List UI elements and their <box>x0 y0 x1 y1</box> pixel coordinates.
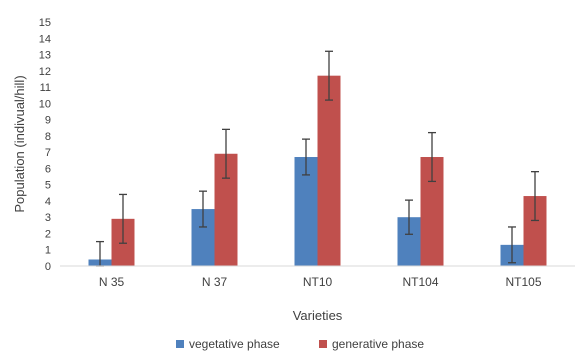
x-axis-title: Varieties <box>293 308 343 323</box>
y-tick-label: 2 <box>45 228 51 240</box>
y-tick-label: 12 <box>39 66 51 78</box>
x-tick-label: NT104 <box>402 275 438 289</box>
y-tick-label: 15 <box>39 17 51 29</box>
x-tick-label: N 35 <box>99 275 125 289</box>
bar <box>214 153 238 266</box>
y-tick-label: 1 <box>45 245 51 257</box>
y-tick-label: 5 <box>45 180 51 192</box>
x-axis-ticks: N 35 N 37 NT10 NT104 NT105 <box>99 275 542 289</box>
y-tick-label: 4 <box>45 196 51 208</box>
y-tick-label: 9 <box>45 115 51 127</box>
legend-label: vegetative phase <box>189 337 280 351</box>
legend: vegetative phase generative phase <box>176 337 424 351</box>
y-tick-label: 10 <box>39 98 51 110</box>
y-tick-label: 6 <box>45 163 51 175</box>
bars <box>88 75 547 267</box>
error-bars <box>96 50 539 267</box>
y-tick-label: 0 <box>45 261 51 273</box>
x-tick-label: NT10 <box>303 275 333 289</box>
bar <box>420 157 444 266</box>
bar <box>523 196 547 266</box>
bar <box>397 217 421 266</box>
bar <box>191 209 215 266</box>
y-tick-label: 8 <box>45 131 51 143</box>
x-tick-label: NT105 <box>505 275 541 289</box>
y-axis-title: Population (indivual/hill) <box>12 75 27 212</box>
y-tick-label: 11 <box>40 82 51 94</box>
y-tick-label: 13 <box>39 50 51 62</box>
legend-swatch <box>176 340 184 348</box>
y-tick-label: 7 <box>45 147 51 159</box>
legend-label: generative phase <box>332 337 424 351</box>
bar <box>294 157 318 266</box>
legend-swatch <box>319 340 327 348</box>
y-tick-label: 14 <box>39 33 51 45</box>
y-tick-label: 3 <box>45 212 51 224</box>
bar <box>317 75 341 267</box>
x-tick-label: N 37 <box>202 275 228 289</box>
